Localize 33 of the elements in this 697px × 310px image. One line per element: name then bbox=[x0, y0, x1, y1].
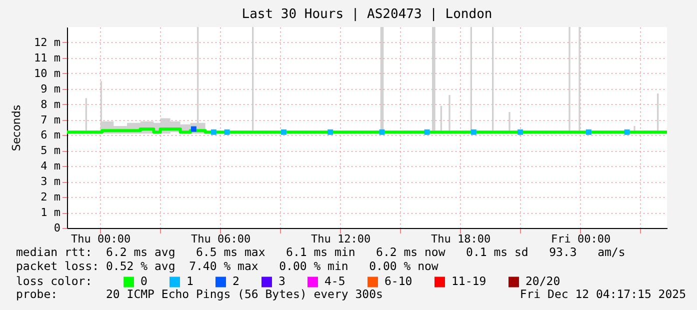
text: median rtt: 6.2 ms avg 6.5 ms max 6.1 ms min 6.2 ms now 0.1 ms sd 93.3 am/s bbox=[16, 245, 626, 259]
text: Fri Dec 12 04:17:15 2025 bbox=[520, 287, 686, 301]
legend-label: 3 bbox=[278, 274, 286, 288]
y-axis-title: Seconds bbox=[10, 104, 24, 152]
x-tick-label: Fri 00:00 bbox=[551, 232, 611, 246]
y-tick-label: 12 m bbox=[34, 36, 61, 49]
y-tick-label: 2 m bbox=[40, 190, 61, 204]
legend-label: 0 bbox=[140, 274, 148, 288]
y-tick-label: 0 bbox=[54, 222, 60, 234]
x-tick-label: Thu 00:00 bbox=[71, 232, 131, 246]
y-tick-label: 5 m bbox=[40, 144, 61, 158]
y-tick-label: 6 m bbox=[40, 128, 61, 142]
text: packet loss: 0.52 % avg 7.40 % max 0.00 % min 0.00 % now bbox=[16, 259, 438, 273]
chart-title: Last 30 Hours | AS20473 | London bbox=[242, 7, 492, 22]
legend-label: 4-5 bbox=[324, 274, 346, 288]
y-tick-label: 1 m bbox=[40, 206, 61, 220]
legend-label: 20/20 bbox=[526, 274, 560, 288]
y-tick-label: 3 m bbox=[40, 175, 61, 188]
x-tick-label: Thu 18:00 bbox=[431, 232, 491, 246]
legend-label: 11-19 bbox=[452, 274, 486, 288]
y-tick-label: 8 m bbox=[40, 98, 61, 111]
legend-label: 2 bbox=[232, 274, 240, 288]
text: probe: 20 ICMP Echo Pings (56 Bytes) every 300s bbox=[16, 287, 383, 301]
x-tick-label: Thu 06:00 bbox=[191, 232, 251, 246]
legend-title: loss color: bbox=[16, 274, 92, 288]
y-tick-label: 4 m bbox=[40, 160, 61, 173]
y-tick-label: 9 m bbox=[40, 82, 61, 96]
y-tick-label: 7 m bbox=[40, 113, 61, 126]
legend-label: 6-10 bbox=[384, 274, 412, 288]
x-tick-label: Thu 12:00 bbox=[311, 232, 371, 246]
y-tick-label: 11 m bbox=[34, 51, 61, 64]
y-tick-label: 10 m bbox=[34, 66, 61, 80]
legend-label: 1 bbox=[186, 274, 194, 288]
